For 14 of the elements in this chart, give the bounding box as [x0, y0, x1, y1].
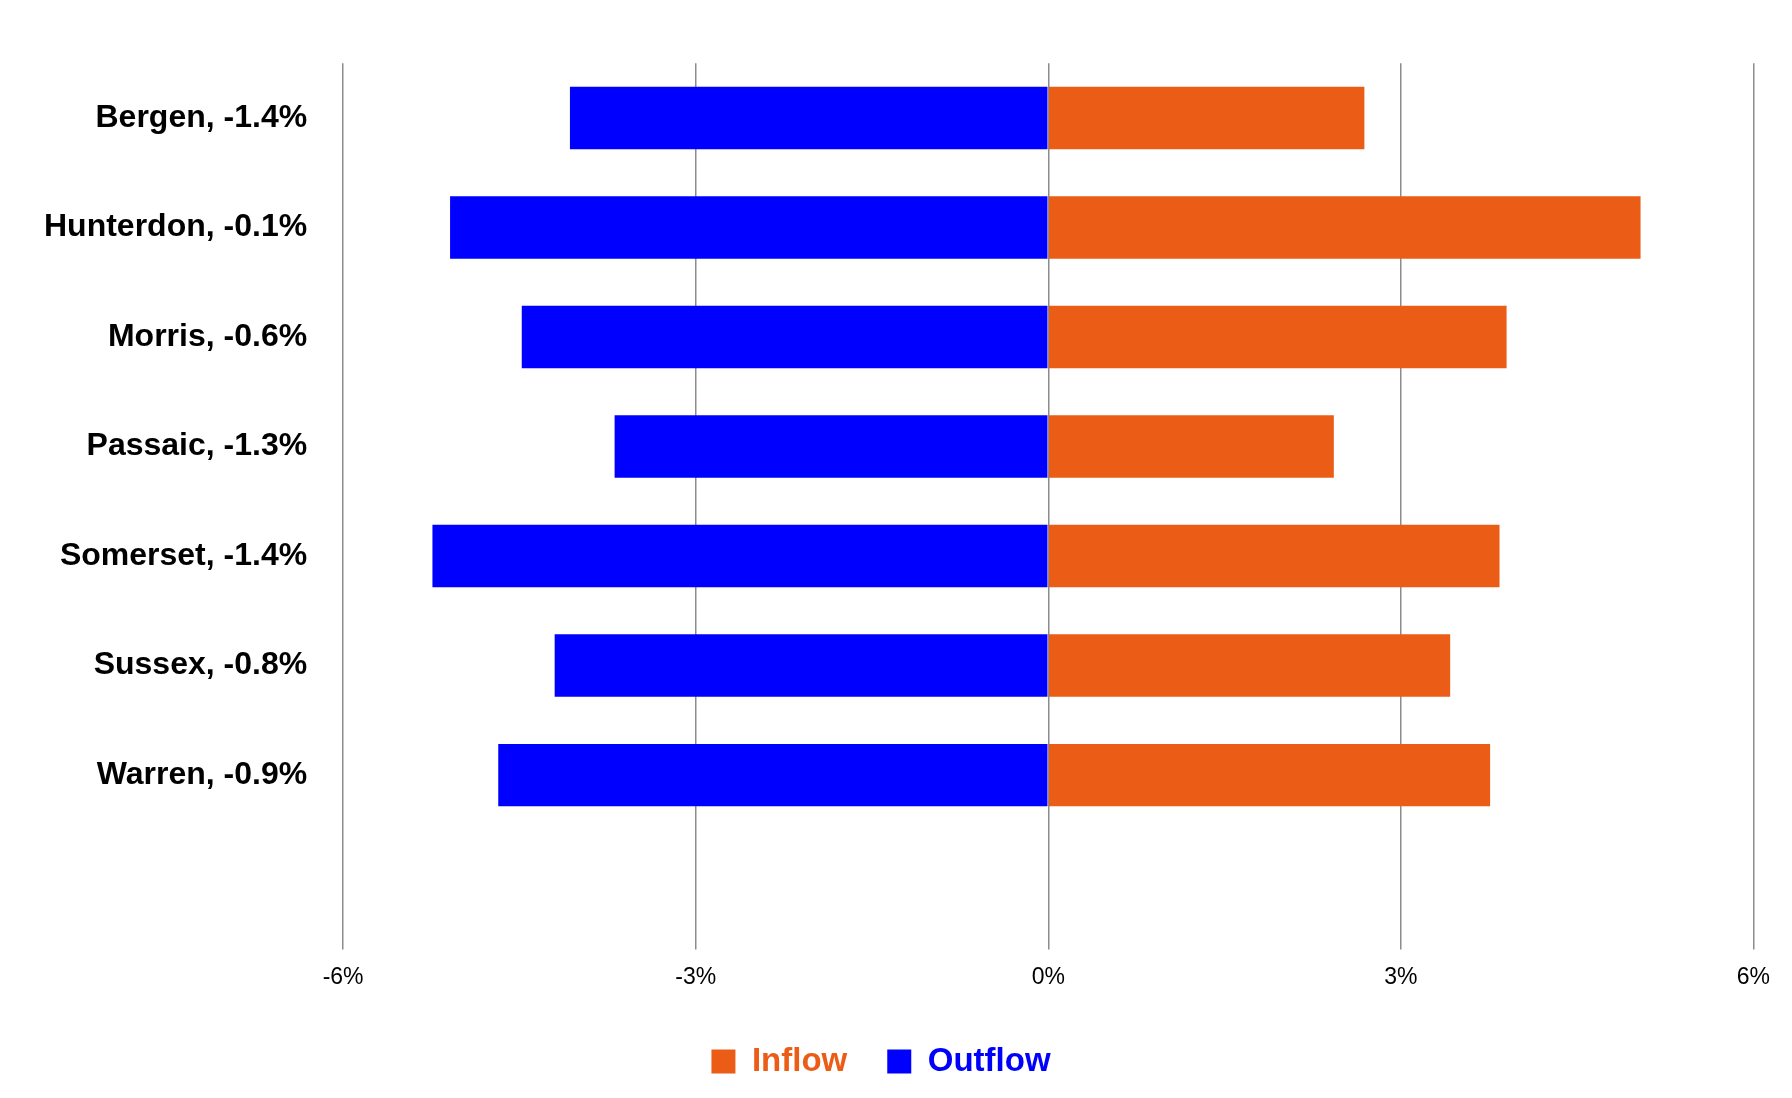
legend-label: Outflow — [927, 1040, 1051, 1078]
x-tick-label: -3% — [675, 962, 717, 989]
x-tick-label: 6% — [1736, 962, 1770, 989]
y-tick-label: Somerset, -1.4% — [59, 535, 308, 572]
y-tick-label: Morris, -0.6% — [107, 316, 308, 353]
y-tick-label: Passaic, -1.3% — [86, 426, 308, 463]
x-tick-label: 0% — [1031, 962, 1065, 989]
y-tick-label: Hunterdon, -0.1% — [44, 207, 308, 244]
y-tick-label: Bergen, -1.4% — [95, 97, 308, 134]
y-tick-label: Warren, -0.9% — [96, 754, 308, 791]
x-tick-label: -6% — [322, 962, 364, 989]
y-tick-label: Sussex, -0.8% — [93, 645, 308, 682]
x-tick-label: 3% — [1384, 962, 1418, 989]
legend-label: Inflow — [751, 1040, 848, 1078]
